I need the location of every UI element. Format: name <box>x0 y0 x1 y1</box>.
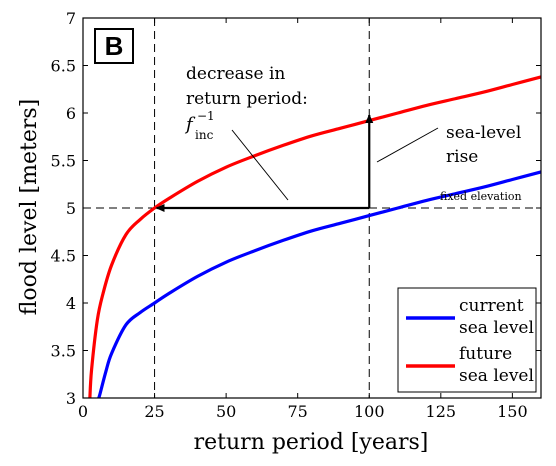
legend: current sea level future sea level <box>397 287 537 393</box>
decrease-label-line2: return period: <box>186 89 308 109</box>
legend-label-current-1: current <box>459 296 524 316</box>
x-axis-label: return period [years] <box>194 430 429 455</box>
f-inc-superscript: −1 <box>197 109 215 123</box>
y-tick-label-5: 5 <box>66 199 76 218</box>
fixed-elevation-label: fixed elevation <box>440 190 522 203</box>
y-tick-label-3: 3 <box>66 389 76 408</box>
y-tick-label-4: 4 <box>66 294 76 313</box>
decrease-pointer-line <box>231 129 289 201</box>
x-tick-label-100: 100 <box>354 402 385 421</box>
legend-label-current-2: sea level <box>459 318 534 338</box>
x-tick-label-25: 25 <box>144 402 164 421</box>
panel-label-box <box>94 28 134 64</box>
y-tick-label-6.5: 6.5 <box>51 57 76 76</box>
series-line-current <box>97 170 542 399</box>
series-line-future <box>88 75 542 399</box>
panel-label: B <box>105 31 124 61</box>
x-tick-label-0: 0 <box>78 402 88 421</box>
y-tick-label-4.5: 4.5 <box>51 247 76 266</box>
series-group <box>88 75 542 399</box>
y-tick-label-7: 7 <box>66 9 76 28</box>
decrease-label-line1: decrease in <box>186 64 285 84</box>
y-tick-label-5.5: 5.5 <box>51 152 76 171</box>
legend-label-future-1: future <box>459 344 512 364</box>
ticks-group: 0 25 50 75 100 125 150 3 3.5 4 4.5 5 5.5 6 6.5 7 <box>51 9 541 421</box>
f-inc-subscript: inc <box>195 128 214 142</box>
arrow-group <box>155 114 374 212</box>
legend-box <box>397 287 537 393</box>
x-tick-label-150: 150 <box>497 402 528 421</box>
rise-pointer-line <box>376 127 439 163</box>
sea-level-rise-line2: rise <box>446 147 478 167</box>
x-tick-label-50: 50 <box>216 402 236 421</box>
sea-level-rise-line1: sea-level <box>446 123 521 143</box>
x-tick-label-125: 125 <box>426 402 457 421</box>
x-tick-label-75: 75 <box>288 402 308 421</box>
y-tick-label-6: 6 <box>66 104 76 123</box>
y-tick-label-3.5: 3.5 <box>51 342 76 361</box>
y-axis-label: flood level [meters] <box>17 99 42 316</box>
legend-label-future-2: sea level <box>459 366 534 386</box>
